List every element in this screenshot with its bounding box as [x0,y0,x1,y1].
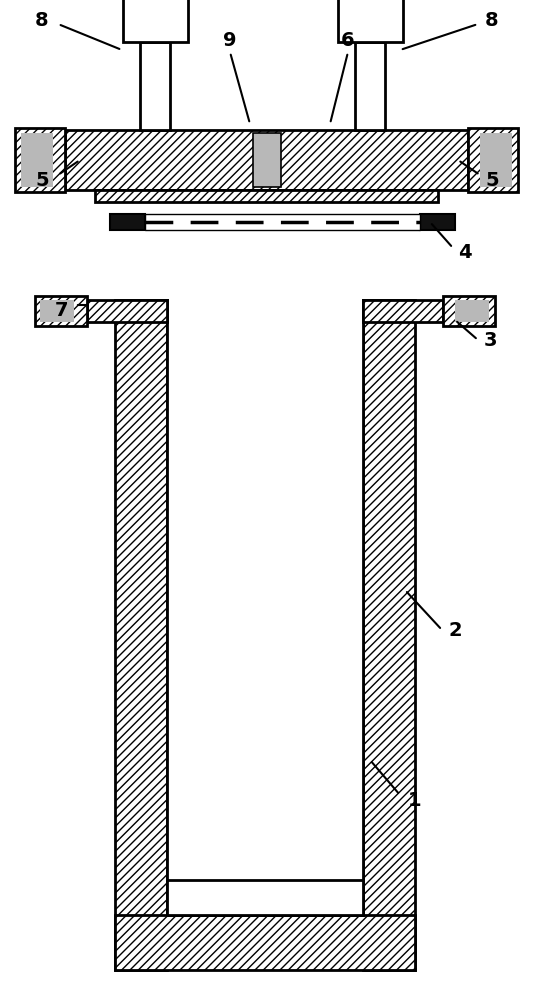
Bar [40,300,74,322]
Bar [145,214,420,230]
Text: 7: 7 [55,300,69,320]
Bar [15,128,65,192]
Bar [363,300,443,322]
Text: 8: 8 [35,10,49,29]
Bar [87,300,167,322]
Bar [15,128,65,192]
Bar [468,128,518,192]
Bar [468,128,518,192]
Bar [95,190,438,202]
Bar [140,42,170,130]
Bar [337,0,402,42]
Bar [87,300,167,322]
Bar [110,214,145,230]
Bar [65,130,468,190]
Text: 4: 4 [458,242,472,261]
Text: 9: 9 [223,30,237,49]
Text: 1: 1 [408,790,422,810]
Text: 8: 8 [485,10,499,29]
Bar [443,296,495,326]
Text: 3: 3 [483,330,497,350]
Bar [21,133,53,187]
Bar [355,42,385,130]
Bar [115,915,415,970]
Bar [115,300,167,970]
Bar [95,190,438,202]
Bar [420,214,455,230]
Text: 2: 2 [448,620,462,640]
Bar [123,0,188,42]
Bar [455,300,489,322]
Bar [480,133,512,187]
Bar [35,296,87,326]
Bar [167,300,363,915]
Bar [167,880,363,915]
Bar [35,296,87,326]
Bar [363,300,415,970]
Bar [253,133,280,187]
Bar [115,300,167,970]
Bar [443,296,495,326]
Text: 5: 5 [35,170,49,190]
Bar [65,130,468,190]
Bar [363,300,443,322]
Bar [363,300,415,970]
Bar [115,915,415,970]
Text: 6: 6 [341,30,355,49]
Text: 5: 5 [485,170,499,190]
